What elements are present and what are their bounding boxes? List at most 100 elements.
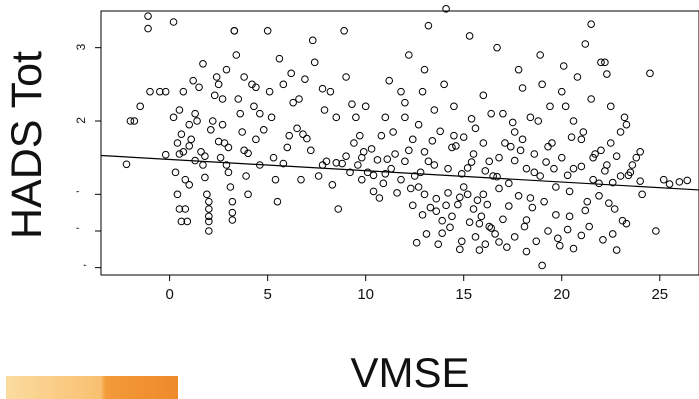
data-point (514, 192, 523, 200)
data-point (544, 227, 552, 235)
data-point (463, 164, 472, 172)
data-point (569, 244, 578, 253)
data-point (432, 207, 441, 215)
data-point (606, 102, 615, 111)
data-point (569, 117, 578, 125)
x-tick-label: 25 (651, 286, 668, 303)
data-point (444, 189, 452, 197)
data-point (369, 187, 378, 196)
data-point (475, 246, 484, 254)
data-point (383, 155, 392, 163)
data-point (361, 102, 370, 111)
data-point (201, 173, 209, 182)
data-point (356, 131, 364, 140)
data-point (377, 131, 386, 140)
data-point (632, 153, 641, 162)
data-point (334, 205, 343, 213)
data-point (175, 150, 184, 158)
data-point (236, 109, 245, 118)
data-point (597, 146, 605, 155)
data-point (373, 156, 382, 164)
data-point (465, 218, 474, 226)
data-point (577, 162, 586, 171)
y-axis: , ’ ’ 2 3 (74, 43, 101, 269)
data-point (514, 65, 523, 74)
data-point (205, 212, 213, 221)
data-point (177, 217, 186, 226)
data-point (410, 172, 419, 180)
data-point (483, 200, 492, 209)
data-point (456, 193, 464, 202)
data-point (173, 190, 182, 199)
data-point (244, 149, 252, 158)
data-point (579, 128, 588, 136)
data-point (320, 106, 329, 114)
data-point (310, 58, 319, 67)
data-point (448, 212, 456, 221)
data-point (595, 192, 603, 200)
data-point (485, 157, 494, 166)
data-point (501, 139, 509, 147)
data-point (452, 142, 460, 150)
data-point (622, 219, 631, 228)
data-point (263, 27, 272, 35)
data-point (471, 233, 480, 241)
data-point (252, 83, 260, 92)
y-tick-label: 2 (74, 117, 88, 124)
data-point (552, 183, 560, 191)
data-point (228, 197, 237, 206)
data-point (175, 205, 184, 213)
data-point (387, 164, 395, 173)
data-point (224, 168, 233, 177)
data-point (636, 148, 644, 156)
data-point (608, 178, 617, 187)
data-point (212, 73, 221, 81)
data-point (624, 171, 633, 180)
data-point (436, 127, 444, 136)
data-point (532, 237, 541, 246)
data-point (546, 102, 554, 111)
data-point (126, 117, 135, 125)
data-point (420, 148, 429, 156)
data-point (471, 124, 480, 133)
data-point (397, 87, 405, 96)
data-point (181, 175, 190, 184)
data-point (375, 194, 384, 202)
data-point (406, 184, 415, 193)
data-point (544, 142, 552, 151)
data-point (348, 100, 356, 108)
data-point (438, 216, 446, 225)
data-point (287, 69, 295, 78)
data-point (510, 156, 519, 165)
data-point (203, 190, 211, 199)
data-point (608, 230, 617, 238)
data-point (352, 113, 360, 122)
data-point (530, 168, 539, 177)
data-point (240, 73, 248, 81)
data-point (205, 227, 213, 235)
data-point (332, 159, 341, 167)
data-point (367, 145, 376, 153)
data-point (510, 233, 519, 241)
data-point (169, 113, 178, 122)
data-point (269, 153, 278, 162)
data-point (267, 113, 276, 122)
data-point (495, 153, 503, 162)
data-point (191, 156, 199, 165)
data-point (493, 172, 501, 181)
data-point (418, 211, 427, 219)
data-point (218, 95, 227, 103)
data-point (169, 18, 178, 26)
data-point (420, 65, 429, 74)
data-point (226, 183, 235, 191)
data-point (567, 133, 576, 141)
data-point (467, 115, 476, 123)
data-point (505, 202, 513, 210)
data-point (606, 139, 615, 147)
data-point (612, 246, 621, 254)
data-point (638, 190, 646, 199)
data-point (599, 236, 607, 244)
data-point (477, 212, 486, 221)
data-point (542, 158, 550, 166)
